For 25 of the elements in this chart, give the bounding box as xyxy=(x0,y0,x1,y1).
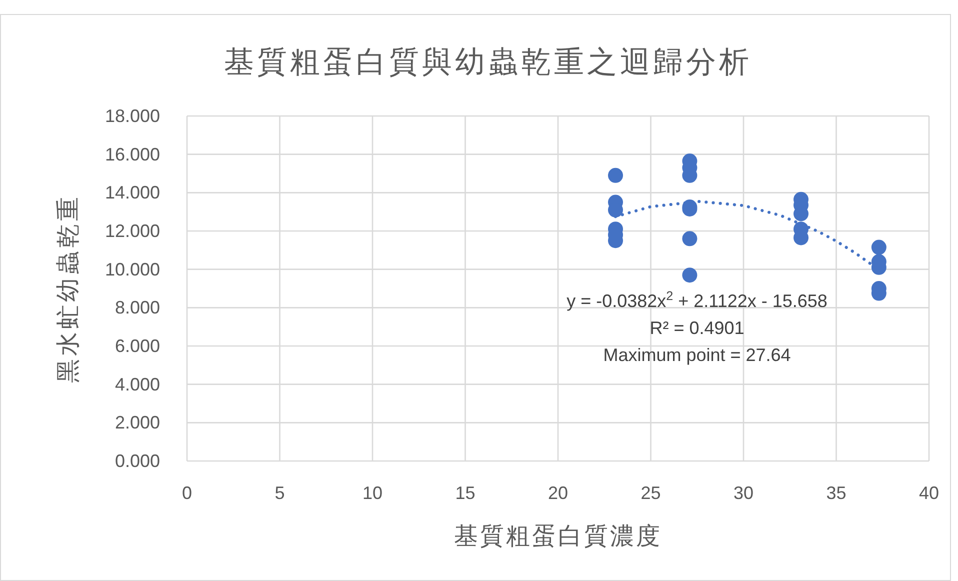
x-tick-label: 10 xyxy=(362,483,383,503)
annotation: Maximum point = 27.64 xyxy=(603,345,791,365)
annotation: R² = 0.4901 xyxy=(650,318,744,338)
y-axis-title: 黑水虻幼蟲乾重 xyxy=(54,194,82,383)
x-tick-label: 35 xyxy=(826,483,846,503)
y-tick-label: 2.000 xyxy=(114,412,160,433)
y-tick-label: 8.000 xyxy=(114,298,160,318)
y-tick-label: 6.000 xyxy=(114,336,160,356)
x-tick-label: 0 xyxy=(182,483,192,503)
y-tick-label: 14.000 xyxy=(104,182,160,203)
chart-title: 基質粗蛋白質與幼蟲乾重之迴歸分析 xyxy=(224,45,752,80)
x-tick-label: 25 xyxy=(640,483,661,503)
y-tick-label: 18.000 xyxy=(104,106,160,126)
y-tick-label: 4.000 xyxy=(114,374,160,394)
x-tick-label: 40 xyxy=(918,483,940,503)
y-tick-label: 0.000 xyxy=(114,451,160,471)
x-tick-label: 15 xyxy=(455,483,476,503)
x-axis-title: 基質粗蛋白質濃度 xyxy=(454,522,662,550)
y-tick-label: 16.000 xyxy=(104,144,160,164)
y-tick-label: 10.000 xyxy=(104,259,160,280)
x-tick-label: 30 xyxy=(733,483,754,503)
x-tick-label: 5 xyxy=(274,483,285,503)
x-tick-label: 20 xyxy=(548,483,568,503)
annotation: y = -0.0382x$^{2}$ + 2.1122x - 15.658 xyxy=(566,289,828,311)
y-tick-label: 12.000 xyxy=(104,221,160,241)
